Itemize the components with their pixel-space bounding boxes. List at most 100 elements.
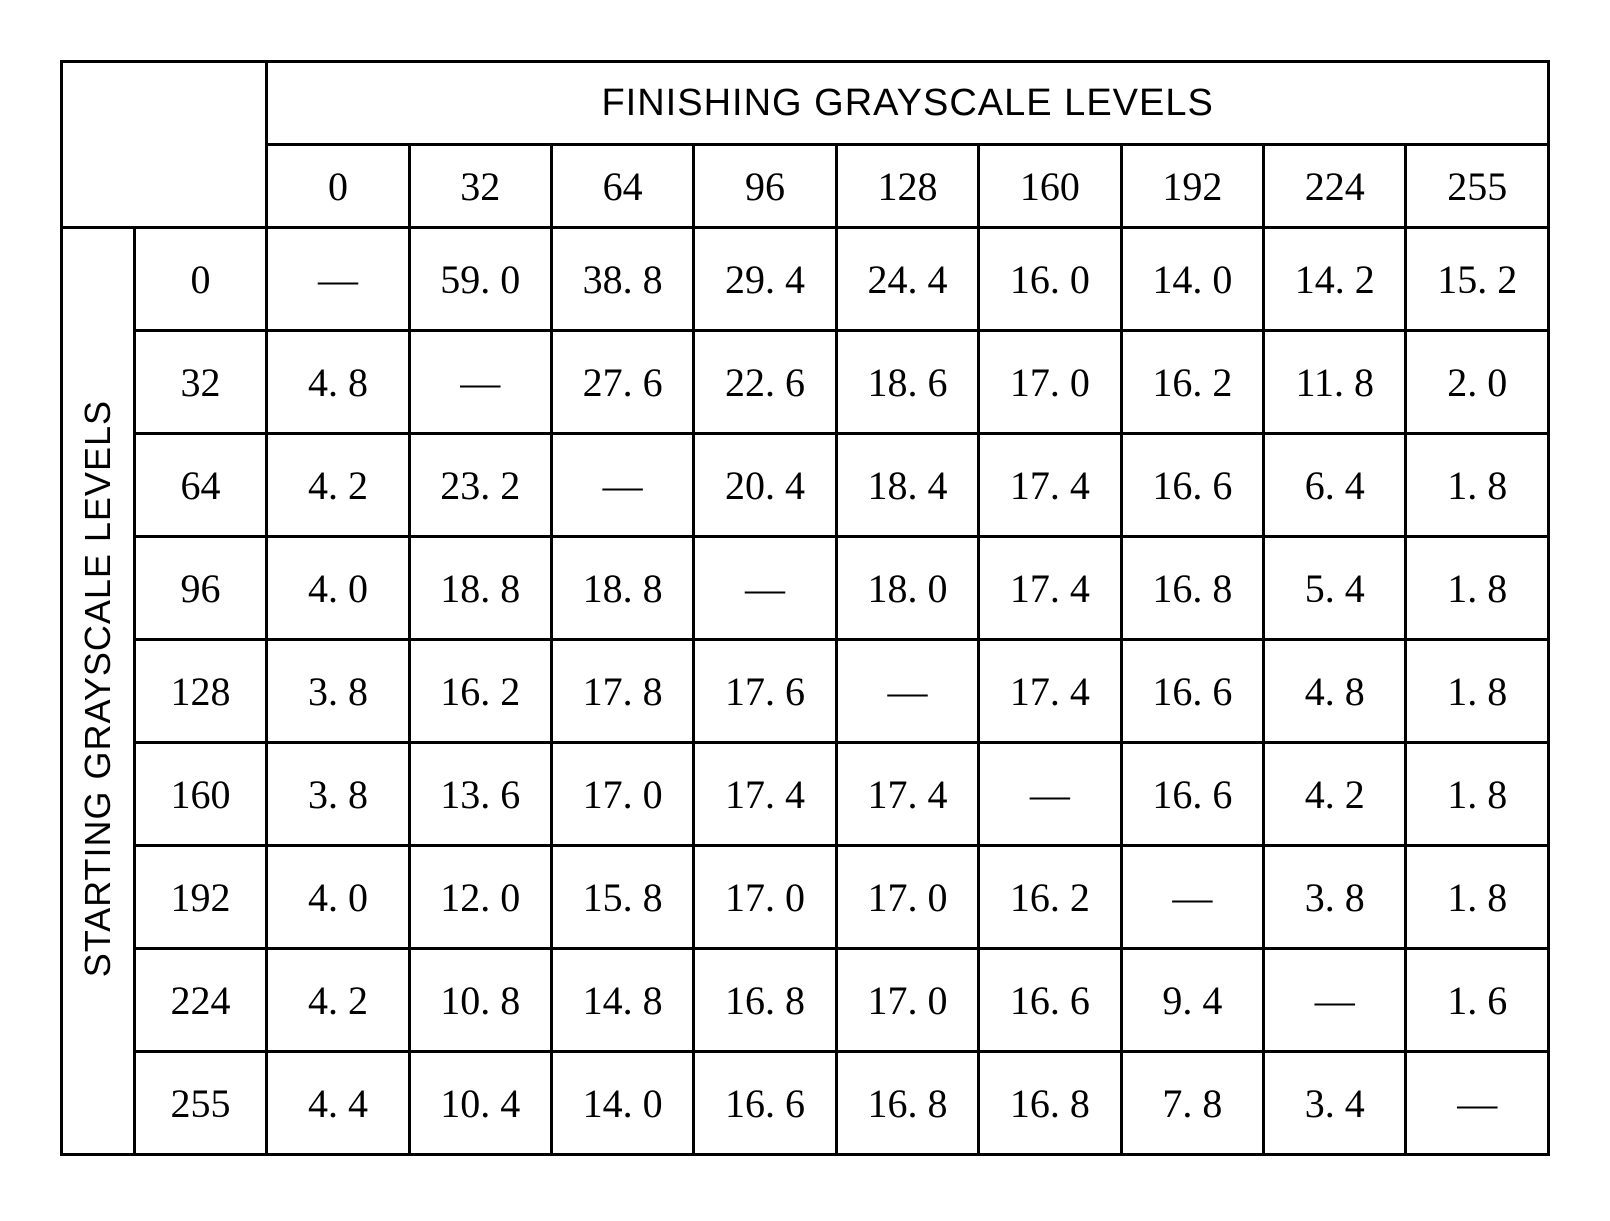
data-cell: 38. 8: [551, 228, 693, 331]
data-cell: 3. 8: [267, 743, 409, 846]
data-cell: —: [551, 434, 693, 537]
data-cell: 9. 4: [1121, 949, 1263, 1052]
data-cell: 16. 6: [979, 949, 1121, 1052]
data-cell: 5. 4: [1264, 537, 1406, 640]
data-cell: 18. 8: [551, 537, 693, 640]
row-level: 32: [134, 331, 267, 434]
data-cell: 3. 8: [1264, 846, 1406, 949]
row-header-title-cell: STARTING GRAYSCALE LEVELS: [62, 228, 135, 1155]
data-cell: —: [1406, 1052, 1549, 1155]
data-cell: 1. 8: [1406, 640, 1549, 743]
data-cell: 1. 8: [1406, 434, 1549, 537]
data-cell: 11. 8: [1264, 331, 1406, 434]
table-row: 255 4. 4 10. 4 14. 0 16. 6 16. 8 16. 8 7…: [62, 1052, 1549, 1155]
row-level: 0: [134, 228, 267, 331]
col-header-title: FINISHING GRAYSCALE LEVELS: [267, 62, 1549, 145]
row-header-title: STARTING GRAYSCALE LEVELS: [77, 400, 119, 977]
col-level: 0: [267, 145, 409, 228]
data-cell: 14. 0: [551, 1052, 693, 1155]
table-row: STARTING GRAYSCALE LEVELS 0 — 59. 0 38. …: [62, 228, 1549, 331]
data-cell: 17. 0: [551, 743, 693, 846]
col-level: 64: [551, 145, 693, 228]
col-level: 32: [409, 145, 551, 228]
data-cell: 18. 0: [836, 537, 978, 640]
data-cell: 16. 2: [1121, 331, 1263, 434]
data-cell: 23. 2: [409, 434, 551, 537]
data-cell: 17. 4: [979, 434, 1121, 537]
data-cell: 1. 8: [1406, 743, 1549, 846]
data-cell: 27. 6: [551, 331, 693, 434]
data-cell: 22. 6: [694, 331, 836, 434]
data-cell: 15. 2: [1406, 228, 1549, 331]
data-cell: 16. 6: [1121, 640, 1263, 743]
data-cell: 1. 8: [1406, 537, 1549, 640]
data-cell: 17. 4: [979, 640, 1121, 743]
col-level: 96: [694, 145, 836, 228]
data-cell: 4. 8: [1264, 640, 1406, 743]
data-cell: 12. 0: [409, 846, 551, 949]
row-level: 128: [134, 640, 267, 743]
data-cell: 14. 2: [1264, 228, 1406, 331]
data-cell: 4. 4: [267, 1052, 409, 1155]
table-row: 160 3. 8 13. 6 17. 0 17. 4 17. 4 — 16. 6…: [62, 743, 1549, 846]
data-cell: 24. 4: [836, 228, 978, 331]
table-row: 64 4. 2 23. 2 — 20. 4 18. 4 17. 4 16. 6 …: [62, 434, 1549, 537]
data-cell: 16. 0: [979, 228, 1121, 331]
table-row: 128 3. 8 16. 2 17. 8 17. 6 — 17. 4 16. 6…: [62, 640, 1549, 743]
data-cell: 18. 8: [409, 537, 551, 640]
data-cell: 17. 0: [694, 846, 836, 949]
data-cell: 16. 8: [694, 949, 836, 1052]
col-level: 192: [1121, 145, 1263, 228]
data-cell: 16. 8: [1121, 537, 1263, 640]
data-cell: 4. 8: [267, 331, 409, 434]
data-cell: 17. 4: [694, 743, 836, 846]
data-cell: 17. 4: [836, 743, 978, 846]
data-cell: 16. 8: [836, 1052, 978, 1155]
data-cell: 4. 2: [267, 434, 409, 537]
row-level: 224: [134, 949, 267, 1052]
data-cell: 6. 4: [1264, 434, 1406, 537]
row-level: 64: [134, 434, 267, 537]
data-cell: 10. 8: [409, 949, 551, 1052]
table-header-row-2: 0 32 64 96 128 160 192 224 255: [62, 145, 1549, 228]
data-cell: —: [979, 743, 1121, 846]
data-cell: —: [836, 640, 978, 743]
data-cell: 14. 0: [1121, 228, 1263, 331]
data-cell: 17. 4: [979, 537, 1121, 640]
data-cell: 3. 4: [1264, 1052, 1406, 1155]
col-level: 128: [836, 145, 978, 228]
data-cell: 4. 0: [267, 846, 409, 949]
data-cell: 13. 6: [409, 743, 551, 846]
table-row: 192 4. 0 12. 0 15. 8 17. 0 17. 0 16. 2 —…: [62, 846, 1549, 949]
data-cell: 16. 6: [694, 1052, 836, 1155]
data-cell: 4. 2: [1264, 743, 1406, 846]
data-cell: 20. 4: [694, 434, 836, 537]
data-cell: 18. 6: [836, 331, 978, 434]
col-level: 160: [979, 145, 1121, 228]
data-cell: 59. 0: [409, 228, 551, 331]
grayscale-table-container: FINISHING GRAYSCALE LEVELS 0 32 64 96 12…: [60, 60, 1550, 1156]
data-cell: 17. 0: [836, 846, 978, 949]
data-cell: 14. 8: [551, 949, 693, 1052]
data-cell: 29. 4: [694, 228, 836, 331]
col-level: 224: [1264, 145, 1406, 228]
data-cell: 16. 2: [409, 640, 551, 743]
data-cell: 17. 6: [694, 640, 836, 743]
table-row: 32 4. 8 — 27. 6 22. 6 18. 6 17. 0 16. 2 …: [62, 331, 1549, 434]
table-row: 224 4. 2 10. 8 14. 8 16. 8 17. 0 16. 6 9…: [62, 949, 1549, 1052]
data-cell: 7. 8: [1121, 1052, 1263, 1155]
data-cell: 2. 0: [1406, 331, 1549, 434]
table-row: 96 4. 0 18. 8 18. 8 — 18. 0 17. 4 16. 8 …: [62, 537, 1549, 640]
data-cell: —: [1121, 846, 1263, 949]
data-cell: 16. 6: [1121, 434, 1263, 537]
data-cell: 17. 0: [836, 949, 978, 1052]
data-cell: 1. 6: [1406, 949, 1549, 1052]
data-cell: 16. 2: [979, 846, 1121, 949]
row-level: 255: [134, 1052, 267, 1155]
data-cell: 16. 6: [1121, 743, 1263, 846]
data-cell: —: [267, 228, 409, 331]
data-cell: 16. 8: [979, 1052, 1121, 1155]
data-cell: 18. 4: [836, 434, 978, 537]
table-header-row-1: FINISHING GRAYSCALE LEVELS: [62, 62, 1549, 145]
data-cell: —: [409, 331, 551, 434]
